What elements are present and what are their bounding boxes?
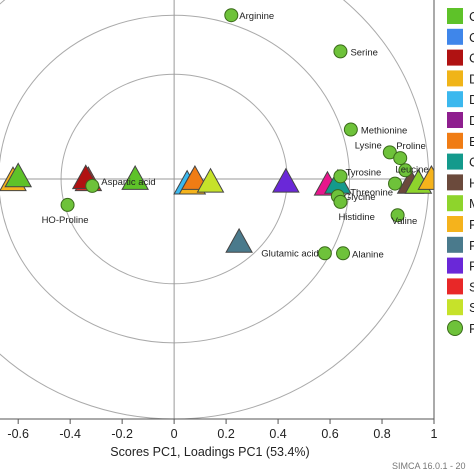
legend-swatch-6 — [447, 112, 463, 128]
loading-marker-13 — [336, 246, 351, 261]
x-tick-label-3: -0.2 — [111, 427, 133, 441]
x-tick-label-6: 0.4 — [269, 427, 286, 441]
loading-marker-3 — [343, 122, 358, 137]
loading-label-11: Valine — [392, 216, 418, 227]
loading-label-10: Histidine — [338, 212, 374, 223]
origin-crosshair — [0, 0, 434, 419]
loading-label-9: Glycine — [344, 192, 376, 203]
loading-label-2: Serine — [350, 47, 377, 58]
x-tick-label-9: 1 — [431, 427, 438, 441]
score-marker-5 — [121, 164, 149, 190]
loading-label-13: Alanine — [352, 249, 384, 260]
loading-marker-14 — [85, 178, 100, 193]
legend-label-8: C — [469, 155, 474, 170]
loading-label-15: HO-Proline — [42, 215, 89, 226]
loading-label-12: Glutamic acid — [261, 248, 319, 259]
loading-marker-7 — [333, 169, 348, 184]
legend-label-16: P — [469, 321, 474, 336]
legend-swatch-9 — [447, 174, 463, 191]
legend-label-9: H — [469, 175, 474, 190]
x-tick-label-8: 0.8 — [373, 427, 390, 441]
loading-label-3: Methionine — [361, 126, 407, 137]
score-marker-16 — [417, 164, 434, 190]
loading-marker-12 — [317, 246, 332, 261]
legend-label-4: D — [469, 71, 474, 86]
score-marker-9 — [196, 167, 225, 193]
score-marker-13 — [225, 227, 253, 253]
score-markers — [0, 162, 434, 253]
legend-label-2: C — [469, 30, 474, 45]
legend-swatch-15 — [447, 299, 463, 316]
legend-swatch-14 — [447, 278, 463, 295]
loading-label-5: Proline — [396, 141, 426, 152]
legend: CCCDDDECHMPPPSSP — [447, 8, 474, 336]
loading-label-7: Tyrosine — [345, 167, 381, 178]
legend-marker-16 — [447, 320, 463, 336]
score-marker-8 — [181, 164, 209, 190]
legend-swatch-8 — [447, 153, 463, 170]
legend-swatch-2 — [447, 28, 463, 45]
software-credit: SIMCA 16.0.1 - 20 — [392, 461, 466, 471]
loading-marker-15 — [60, 197, 75, 212]
legend-swatch-5 — [447, 91, 463, 108]
loading-marker-8 — [388, 176, 403, 191]
legend-swatch-3 — [447, 49, 463, 66]
legend-swatch-11 — [447, 216, 463, 232]
legend-label-13: P — [469, 259, 474, 274]
loading-marker-2 — [333, 44, 348, 59]
legend-swatch-13 — [447, 257, 463, 274]
legend-swatch-12 — [447, 236, 463, 253]
legend-swatch-1 — [447, 8, 463, 24]
legend-swatch-7 — [447, 132, 463, 149]
loading-marker-5 — [393, 151, 408, 166]
loading-label-4: Lysine — [355, 140, 382, 151]
legend-label-1: C — [469, 9, 474, 24]
loading-markers: Arginine Serine Methionine Lysine Proline Leu… — [42, 8, 429, 261]
x-tick-label-1: -0.6 — [7, 427, 29, 441]
legend-label-6: D — [469, 113, 474, 128]
x-tick-label-2: -0.4 — [59, 427, 81, 441]
x-axis-title: Scores PC1, Loadings PC1 (53.4%) — [110, 445, 309, 459]
x-axis-ticks: -0.6 -0.4 -0.2 0 0.2 0.4 0.6 0.8 1 — [7, 419, 438, 441]
legend-swatch-10 — [447, 195, 463, 212]
legend-label-14: S — [469, 279, 474, 294]
plot-area: Arginine Serine Methionine Lysine Proline Leu… — [0, 0, 434, 419]
legend-label-11: P — [469, 217, 474, 232]
score-marker-10 — [272, 167, 300, 193]
score-marker-2 — [4, 162, 33, 188]
loading-label-6: Leucine — [395, 164, 428, 175]
loading-label-1: Arginine — [239, 11, 274, 22]
legend-label-10: M — [469, 196, 474, 211]
loading-marker-6 — [398, 163, 413, 178]
loading-marker-10 — [333, 194, 348, 209]
loading-label-8: Threonine — [350, 188, 393, 199]
loading-marker-11 — [390, 208, 405, 223]
x-tick-label-5: 0.2 — [217, 427, 234, 441]
legend-label-15: S — [469, 300, 474, 315]
legend-label-12: P — [469, 238, 474, 253]
loading-label-14: Aspartic acid — [101, 177, 155, 188]
x-tick-label-4: 0 — [171, 427, 178, 441]
legend-label-5: D — [469, 92, 474, 107]
legend-label-7: E — [469, 134, 474, 149]
loading-marker-1 — [224, 8, 239, 23]
legend-label-3: C — [469, 51, 474, 66]
legend-swatch-4 — [447, 70, 463, 87]
x-tick-label-7: 0.6 — [321, 427, 338, 441]
